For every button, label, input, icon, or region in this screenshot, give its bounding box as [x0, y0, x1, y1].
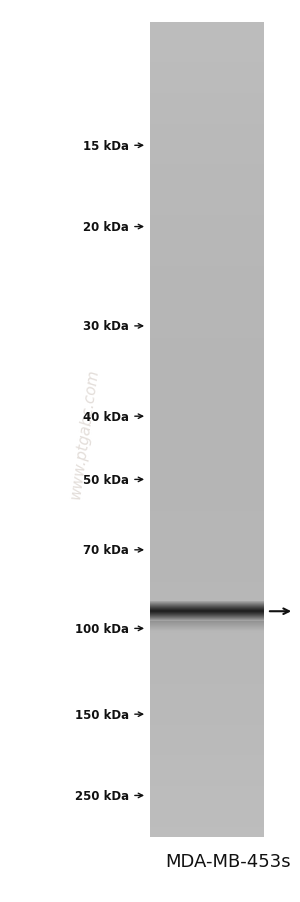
Bar: [150, 298, 264, 308]
Text: www.ptgabc.com: www.ptgabc.com: [68, 367, 100, 499]
Text: 15 kDa: 15 kDa: [83, 140, 129, 152]
Bar: [150, 104, 264, 115]
Bar: [150, 419, 264, 429]
Bar: [150, 43, 264, 53]
Bar: [150, 827, 264, 837]
Bar: [150, 562, 264, 573]
Bar: [150, 806, 264, 816]
Bar: [150, 704, 264, 715]
Bar: [150, 124, 264, 134]
Bar: [150, 429, 264, 440]
Bar: [150, 277, 264, 287]
Bar: [150, 410, 264, 419]
Bar: [150, 583, 264, 593]
Bar: [150, 144, 264, 155]
Text: 70 kDa: 70 kDa: [83, 544, 129, 557]
Bar: [150, 196, 264, 206]
Bar: [150, 308, 264, 318]
Bar: [150, 816, 264, 827]
Bar: [150, 267, 264, 277]
Bar: [150, 53, 264, 63]
Bar: [150, 134, 264, 144]
Bar: [150, 206, 264, 216]
Bar: [150, 73, 264, 84]
Bar: [150, 552, 264, 562]
Bar: [150, 491, 264, 502]
Bar: [150, 623, 264, 633]
Bar: [150, 186, 264, 196]
Text: 30 kDa: 30 kDa: [83, 320, 129, 333]
Bar: [150, 735, 264, 745]
Bar: [150, 745, 264, 756]
Bar: [150, 348, 264, 358]
Bar: [150, 664, 264, 674]
Text: MDA-MB-453s: MDA-MB-453s: [165, 852, 291, 870]
Bar: [150, 633, 264, 644]
Bar: [150, 674, 264, 685]
Bar: [150, 776, 264, 787]
Bar: [150, 481, 264, 491]
Bar: [150, 246, 264, 257]
Bar: [150, 613, 264, 623]
Bar: [150, 440, 264, 450]
Bar: [150, 287, 264, 298]
Bar: [150, 23, 264, 32]
Bar: [150, 216, 264, 226]
Bar: [150, 32, 264, 43]
Text: 150 kDa: 150 kDa: [75, 708, 129, 721]
Bar: [150, 531, 264, 542]
Text: 40 kDa: 40 kDa: [83, 410, 129, 423]
Bar: [150, 450, 264, 460]
Bar: [150, 756, 264, 766]
Text: 50 kDa: 50 kDa: [83, 474, 129, 486]
Bar: [150, 236, 264, 246]
Bar: [150, 695, 264, 704]
Bar: [150, 155, 264, 165]
Bar: [150, 389, 264, 400]
Bar: [150, 369, 264, 379]
Bar: [150, 115, 264, 124]
Bar: [150, 257, 264, 267]
Bar: [150, 175, 264, 186]
Bar: [150, 358, 264, 369]
Bar: [150, 328, 264, 338]
Bar: [150, 511, 264, 521]
Bar: [150, 685, 264, 695]
Text: 20 kDa: 20 kDa: [83, 221, 129, 234]
Bar: [150, 379, 264, 389]
Bar: [150, 226, 264, 236]
Bar: [150, 593, 264, 603]
Bar: [150, 603, 264, 613]
Bar: [150, 542, 264, 552]
Bar: [150, 338, 264, 348]
Bar: [150, 400, 264, 410]
Bar: [150, 796, 264, 806]
Bar: [150, 84, 264, 94]
Bar: [150, 460, 264, 471]
Bar: [150, 318, 264, 328]
Bar: [150, 644, 264, 654]
Bar: [150, 165, 264, 175]
Bar: [150, 521, 264, 531]
Bar: [150, 715, 264, 725]
Bar: [150, 787, 264, 796]
Bar: [150, 471, 264, 481]
Bar: [150, 63, 264, 73]
Bar: [150, 654, 264, 664]
Bar: [150, 502, 264, 511]
Bar: [150, 725, 264, 735]
Bar: [150, 766, 264, 776]
Text: 100 kDa: 100 kDa: [75, 622, 129, 635]
Bar: [150, 94, 264, 104]
Bar: [150, 573, 264, 583]
Text: 250 kDa: 250 kDa: [75, 789, 129, 802]
